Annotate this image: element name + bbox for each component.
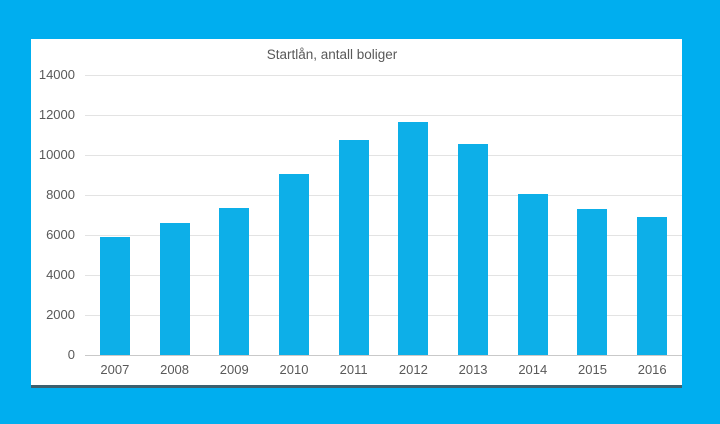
plot-area — [85, 75, 682, 356]
bar-slot-2014 — [503, 75, 563, 355]
x-tick-label-2008: 2008 — [160, 362, 190, 377]
x-tick-label-2009: 2009 — [219, 362, 249, 377]
bar-slot-2015 — [563, 75, 623, 355]
y-tick-label-4000: 4000 — [46, 267, 75, 282]
y-tick-label-0: 0 — [67, 347, 75, 362]
y-tick-label-8000: 8000 — [46, 187, 75, 202]
bar-2016 — [637, 217, 668, 355]
bar-2014 — [517, 194, 548, 355]
y-tick-label-14000: 14000 — [38, 67, 75, 82]
bar-2010 — [278, 174, 309, 355]
gridline-10000 — [85, 155, 682, 156]
x-tick-label-2010: 2010 — [279, 362, 309, 377]
x-tick-label-2012: 2012 — [398, 362, 428, 377]
bar-2009 — [219, 208, 250, 355]
chart-title: Startlån, antall boliger — [266, 47, 398, 62]
x-tick-label-2007: 2007 — [100, 362, 130, 377]
y-tick-label-12000: 12000 — [38, 107, 75, 122]
bar-slot-2013 — [443, 75, 503, 355]
gridline-8000 — [85, 195, 682, 196]
bar-2007 — [99, 237, 130, 355]
gridline-14000 — [85, 75, 682, 76]
bar-slot-2011 — [324, 75, 384, 355]
bar-slot-2009 — [204, 75, 264, 355]
bar-2015 — [577, 209, 608, 355]
bar-slot-2012 — [384, 75, 444, 355]
bar-slot-2016 — [622, 75, 682, 355]
bar-slot-2008 — [145, 75, 205, 355]
bar-2012 — [398, 122, 429, 355]
bar-slot-2010 — [264, 75, 324, 355]
gridline-2000 — [85, 315, 682, 316]
bar-2008 — [159, 223, 190, 355]
bar-series — [85, 75, 682, 355]
bar-2011 — [338, 140, 369, 355]
chart-panel: Startlån, antall boliger 0 2000 4000 6000 80… — [31, 39, 682, 388]
x-tick-label-2011: 2011 — [339, 362, 368, 377]
y-tick-label-2000: 2000 — [46, 307, 75, 322]
gridline-12000 — [85, 115, 682, 116]
y-tick-label-6000: 6000 — [46, 227, 75, 242]
gridline-6000 — [85, 235, 682, 236]
x-tick-label-2014: 2014 — [518, 362, 548, 377]
x-tick-label-2013: 2013 — [458, 362, 488, 377]
x-axis: 2007 2008 2009 2010 2011 2012 2013 2014 2015 2016 — [85, 361, 682, 379]
x-tick-label-2015: 2015 — [578, 362, 607, 377]
bar-2013 — [458, 144, 489, 355]
bar-slot-2007 — [85, 75, 145, 355]
x-tick-label-2016: 2016 — [637, 362, 667, 377]
x-axis-line — [85, 355, 682, 356]
gridline-4000 — [85, 275, 682, 276]
y-tick-label-10000: 10000 — [38, 147, 75, 162]
